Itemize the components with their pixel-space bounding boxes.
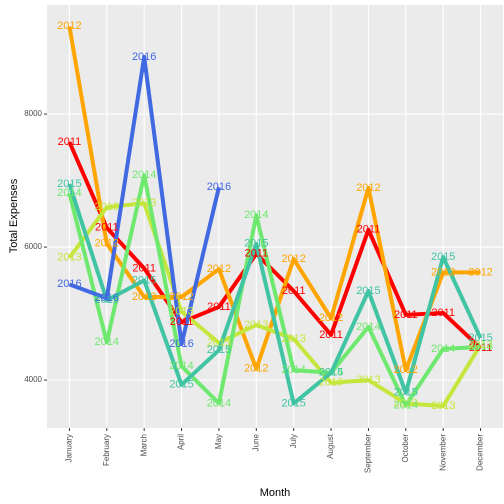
- series-line: [67, 173, 481, 408]
- data-label: 2011: [282, 285, 306, 297]
- series-line: [67, 141, 482, 350]
- x-tick-label: June: [251, 433, 260, 451]
- data-label: 2011: [394, 309, 418, 321]
- x-tick-label: July: [289, 434, 298, 448]
- x-tick-label: May: [214, 434, 223, 449]
- data-label: 2015: [132, 274, 156, 286]
- data-label: 2011: [132, 262, 156, 274]
- data-label: 2013: [244, 319, 268, 331]
- data-label: 2012: [431, 266, 455, 278]
- data-label: 2014: [319, 367, 343, 379]
- x-tick-label: April: [177, 434, 186, 450]
- x-tick-label: December: [476, 434, 485, 471]
- series-line: [67, 183, 483, 406]
- data-label: 2012: [281, 253, 305, 265]
- x-tick-label: August: [326, 433, 335, 459]
- series-line: [68, 54, 221, 347]
- data-label: 2014: [394, 399, 418, 411]
- data-label: 2016: [95, 292, 119, 304]
- data-label: 2013: [95, 201, 119, 213]
- data-label: 2011: [431, 307, 455, 319]
- data-label: 2016: [207, 181, 231, 193]
- data-label: 2011: [95, 222, 119, 234]
- data-label: 2012: [319, 312, 343, 324]
- data-label: 2014: [57, 187, 81, 199]
- data-label: 2013: [394, 397, 418, 409]
- data-label: 2015: [319, 367, 343, 379]
- data-label: 2012: [132, 291, 156, 303]
- y-axis-label: Total Expenses: [8, 178, 20, 253]
- data-label: 2013: [57, 252, 81, 264]
- data-label: 2013: [468, 339, 492, 351]
- data-label: 2012: [207, 263, 231, 275]
- data-label: 2013: [431, 400, 455, 412]
- data-label: 2015: [356, 285, 380, 297]
- data-label: 2011: [207, 301, 231, 313]
- data-label: 2015: [95, 294, 119, 306]
- data-label: 2014: [468, 341, 492, 353]
- data-label: 2015: [431, 251, 455, 263]
- data-label: 2013: [356, 374, 380, 386]
- data-label: 2012: [169, 291, 193, 303]
- data-label: 2015: [57, 178, 81, 190]
- data-label: 2015: [394, 387, 418, 399]
- data-label: 2012: [468, 266, 492, 278]
- panel: [47, 5, 503, 428]
- x-tick-label: February: [102, 434, 111, 466]
- data-label: 2015: [468, 332, 492, 344]
- data-label: 2015: [281, 397, 305, 409]
- data-label: 2013: [207, 337, 231, 349]
- data-label: 2016: [57, 278, 81, 290]
- data-label: 2014: [95, 336, 119, 348]
- data-label: 2012: [95, 238, 119, 250]
- x-tick-label: January: [65, 434, 74, 462]
- y-tick-label: 8000: [24, 109, 42, 118]
- data-label: 2011: [170, 316, 194, 328]
- data-label: 2011: [357, 224, 381, 236]
- data-label: 2014: [356, 321, 380, 333]
- data-label: 2015: [207, 344, 231, 356]
- x-tick-label: September: [364, 434, 373, 473]
- x-axis-label: Month: [260, 487, 291, 499]
- data-label: 2012: [394, 364, 418, 376]
- data-label: 2012: [57, 20, 81, 32]
- data-label: 2015: [169, 379, 193, 391]
- data-label: 2013: [132, 197, 156, 209]
- data-label: 2011: [469, 342, 493, 354]
- data-label: 2012: [356, 182, 380, 194]
- x-tick-label: November: [438, 434, 447, 471]
- x-tick-label: March: [139, 434, 148, 456]
- data-label: 2014: [281, 364, 305, 376]
- data-label: 2015: [244, 238, 268, 250]
- data-label: 2011: [319, 329, 343, 341]
- data-label: 2014: [431, 343, 455, 355]
- data-label: 2011: [244, 248, 268, 260]
- x-tick-label: October: [401, 434, 410, 463]
- y-tick-label: 4000: [24, 375, 42, 384]
- data-label: 2011: [58, 136, 82, 148]
- data-label: 2014: [244, 209, 268, 221]
- data-label: 2014: [207, 397, 231, 409]
- data-label: 2016: [132, 51, 156, 63]
- data-label: 2014: [169, 360, 193, 372]
- series-line: [67, 25, 481, 373]
- data-label: 2013: [281, 333, 305, 345]
- data-label: 2013: [169, 306, 193, 318]
- y-tick-label: 6000: [24, 242, 42, 251]
- data-label: 2016: [169, 338, 193, 350]
- data-label: 2013: [319, 377, 343, 389]
- data-label: 2012: [244, 363, 268, 375]
- data-label: 2014: [132, 169, 156, 181]
